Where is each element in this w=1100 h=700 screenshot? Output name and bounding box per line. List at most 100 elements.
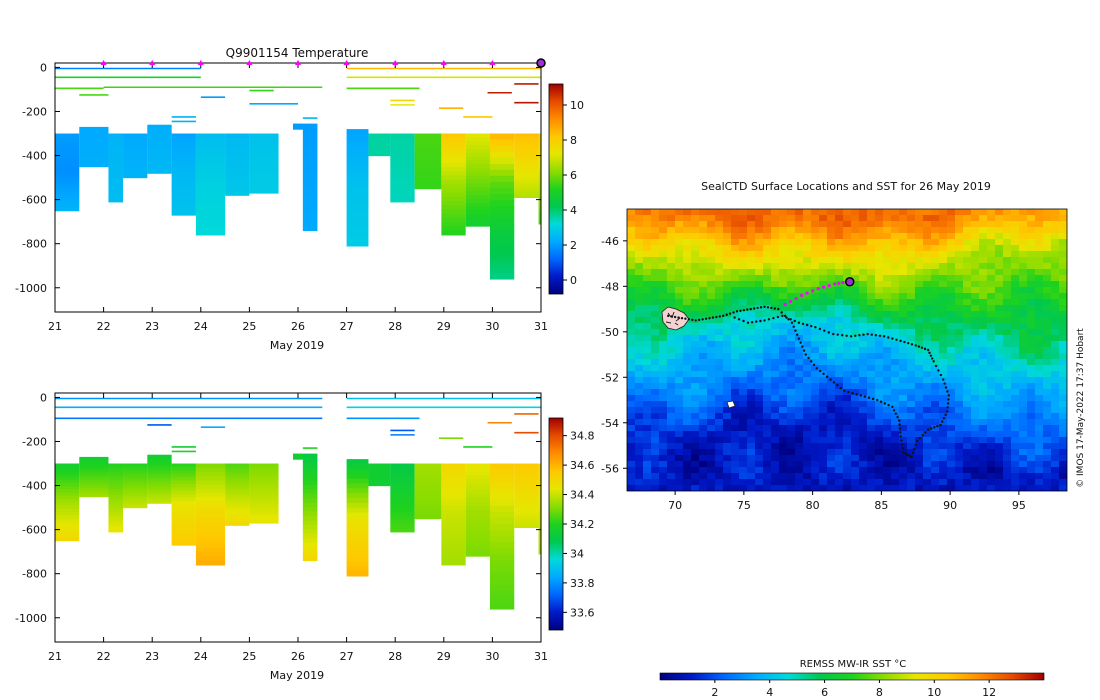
- sst-cell: [843, 209, 852, 216]
- track-point: [697, 318, 701, 322]
- profile-cell: [123, 175, 148, 179]
- profile-cell: [414, 135, 442, 139]
- sst-cell: [811, 227, 820, 234]
- sst-cell: [883, 299, 892, 306]
- sst-cell: [771, 257, 780, 264]
- profile-cell: [414, 138, 442, 141]
- profile-cell: [346, 473, 369, 480]
- sst-cell: [819, 347, 828, 354]
- sst-cell: [691, 251, 700, 258]
- sst-cell: [755, 401, 764, 408]
- profile-cell: [123, 170, 148, 173]
- profile-cell: [538, 550, 541, 555]
- profile-cell: [441, 205, 466, 211]
- profile-cell: [368, 134, 391, 136]
- profile-cell: [123, 173, 148, 177]
- sst-cell: [771, 437, 780, 444]
- profile-cell: [489, 230, 515, 238]
- sst-cell: [851, 389, 860, 396]
- sst-cell: [939, 221, 948, 228]
- profile-cell: [171, 160, 196, 165]
- sst-cell: [915, 221, 924, 228]
- sst-cell: [955, 239, 964, 246]
- sst-cell: [1051, 401, 1060, 408]
- sst-cell: [667, 383, 676, 390]
- sst-cell: [675, 353, 684, 360]
- sst-cell: [987, 269, 996, 276]
- y-tick-label: -800: [22, 238, 47, 251]
- profile-cell: [302, 168, 318, 174]
- profile-cell: [108, 509, 124, 513]
- profile-cell: [55, 463, 80, 468]
- sst-cell: [859, 461, 868, 468]
- sst-cell: [931, 341, 940, 348]
- sst-cell: [755, 443, 764, 450]
- sst-cell: [691, 401, 700, 408]
- sst-cell: [635, 395, 644, 402]
- sst-cell: [755, 323, 764, 330]
- sst-cell: [859, 269, 868, 276]
- sst-cell: [1051, 227, 1060, 234]
- profile-cell: [368, 147, 391, 149]
- profile-cell: [225, 468, 250, 472]
- sst-cell: [1019, 323, 1028, 330]
- sst-cell: [811, 389, 820, 396]
- sst-cell: [835, 455, 844, 462]
- sst-cell: [779, 293, 788, 300]
- track-point: [867, 396, 871, 399]
- sst-cell: [755, 299, 764, 306]
- lat-tick-label: -52: [601, 371, 619, 384]
- profile-cell: [346, 197, 369, 203]
- sst-cell: [811, 287, 820, 294]
- sst-cell: [779, 311, 788, 318]
- sst-cell: [779, 353, 788, 360]
- profile-cell: [514, 186, 539, 191]
- sst-cell: [627, 305, 636, 312]
- profile-cell: [79, 161, 109, 164]
- sst-cell: [627, 413, 636, 420]
- profile-cell: [108, 176, 124, 180]
- sst-cell: [747, 437, 756, 444]
- y-tick-label: -200: [22, 435, 47, 448]
- profile-cell: [368, 473, 391, 476]
- profile-cell: [390, 170, 415, 174]
- sst-cell: [723, 245, 732, 252]
- sst-cell: [771, 239, 780, 246]
- sst-cell: [627, 473, 636, 480]
- sst-cell: [795, 251, 804, 258]
- sst-cell: [931, 305, 940, 312]
- profile-cell: [390, 144, 415, 149]
- profile-cell: [368, 482, 391, 485]
- sst-cell: [771, 347, 780, 354]
- sst-cell: [875, 383, 884, 390]
- profile-cell: [346, 182, 369, 189]
- profile-cell: [302, 172, 318, 178]
- sst-cell: [931, 485, 940, 491]
- sst-cell: [643, 287, 652, 294]
- sst-cell: [915, 341, 924, 348]
- track-point: [772, 316, 775, 320]
- sst-cell: [1011, 305, 1020, 312]
- sst-cell: [835, 251, 844, 258]
- sst-cell: [875, 305, 884, 312]
- sst-cell: [747, 323, 756, 330]
- profile-cell: [171, 136, 196, 141]
- sst-cell: [963, 317, 972, 324]
- sst-cell: [891, 221, 900, 228]
- profile-cell: [79, 476, 109, 479]
- sst-cell: [803, 311, 812, 318]
- sst-cell: [971, 209, 980, 216]
- profile-cell: [489, 188, 515, 195]
- salinity-x-label: May 2019: [270, 669, 324, 682]
- sst-cell: [1027, 233, 1036, 240]
- sst-colorbar-tick-label: 4: [766, 686, 773, 699]
- sst-cell: [787, 353, 796, 360]
- profile-cell: [390, 477, 415, 482]
- sst-cell: [891, 347, 900, 354]
- sst-cell: [715, 383, 724, 390]
- sst-cell: [811, 239, 820, 246]
- sst-cell: [859, 407, 868, 414]
- track-point: [818, 327, 822, 331]
- sst-cell: [995, 269, 1004, 276]
- sst-cell: [763, 437, 772, 444]
